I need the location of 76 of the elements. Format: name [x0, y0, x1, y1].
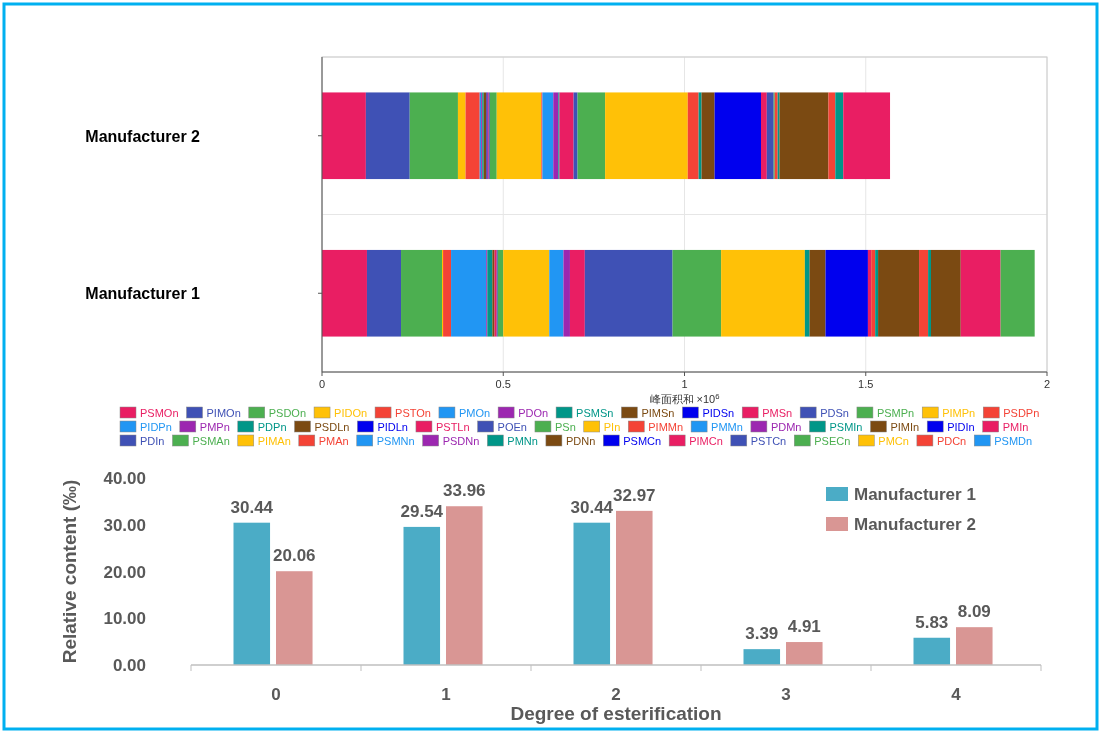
legend-label: PSMDn	[994, 435, 1033, 447]
legend-label: PDMn	[770, 421, 802, 433]
x-tick-label: 1.5	[858, 378, 874, 390]
x-tick-label: 4	[951, 685, 962, 704]
data-label: 4.91	[787, 617, 821, 637]
legend-label: PSMOn	[140, 407, 179, 419]
legend-label: PIDSn	[702, 407, 735, 419]
x-tick-label: 2	[1043, 378, 1051, 390]
legend-label: PIMCn	[689, 435, 723, 447]
legend-label: PSMSn	[576, 407, 614, 419]
legend-label: Manufacturer 1	[854, 485, 976, 504]
legend-label: PSDLn	[314, 421, 350, 433]
data-label: 30.44	[230, 497, 274, 517]
y-tick-label: 20.00	[103, 562, 146, 582]
legend-label: PDIn	[140, 435, 165, 447]
legend-label: PIMSn	[641, 407, 675, 419]
legend-label: PSECn	[814, 435, 851, 447]
x-tick-label: 0	[271, 685, 281, 704]
x-axis-title: 峰面积和 ×10$^{6}$	[649, 391, 720, 405]
legend-label: PSn	[554, 421, 576, 433]
legend-label: PIDPn	[140, 421, 172, 433]
legend-label: PMMn	[711, 421, 743, 433]
x-axis-title: Degree of esterification	[510, 703, 722, 724]
legend-label: PSDPn	[1003, 407, 1040, 419]
legend-label: PMIn	[1002, 421, 1029, 433]
legend-label: PMNn	[507, 435, 538, 447]
data-label: 33.96	[443, 481, 486, 501]
legend-label: PIDIn	[947, 421, 975, 433]
data-label: 20.06	[273, 546, 316, 566]
data-label: 32.97	[613, 485, 656, 505]
legend-label: PSDOn	[268, 407, 307, 419]
x-tick-label: 0.5	[495, 378, 511, 390]
y-tick-label: 0.00	[112, 656, 146, 675]
legend-label: PIMIn	[890, 421, 920, 433]
legend-label: PSMAn	[192, 435, 230, 447]
legend-label: PSDNn	[442, 435, 480, 447]
legend-label: PIn	[603, 421, 621, 433]
legend-label: PSTOn	[395, 407, 431, 419]
legend-label: PIMMn	[648, 421, 684, 433]
legend-label: PDPn	[257, 421, 287, 433]
legend-label: POEn	[497, 421, 527, 433]
legend-label: PMSn	[762, 407, 793, 419]
data-label: 30.44	[570, 497, 614, 517]
data-label: 3.39	[745, 624, 779, 644]
legend-label: PMAn	[318, 435, 349, 447]
legend-label: PDCn	[936, 435, 967, 447]
legend-label: PSMIn	[829, 421, 863, 433]
y-tick-label: 10.00	[103, 609, 146, 629]
legend-label: PMOn	[458, 407, 491, 419]
legend-label: PIMOn	[206, 407, 241, 419]
x-tick-label: 2	[611, 685, 621, 704]
legend-label: PIDLn	[377, 421, 408, 433]
legend-label: PMCn	[878, 435, 909, 447]
legend-label: PSTLn	[435, 421, 470, 433]
x-tick-label: 3	[781, 685, 791, 704]
y-tick-label: 40.00	[103, 469, 146, 488]
legend-label: PDSn	[820, 407, 849, 419]
legend-label: PSMPn	[876, 407, 915, 419]
legend-label: PIMAn	[257, 435, 291, 447]
y-axis-title: Relative content (‰)	[59, 479, 80, 664]
x-tick-label: 1	[441, 685, 451, 704]
data-label: 29.54	[400, 501, 444, 521]
legend-label: PSMNn	[376, 435, 415, 447]
legend-label: PDNn	[565, 435, 596, 447]
legend-label: PDOn	[518, 407, 549, 419]
data-label: 5.83	[915, 612, 949, 632]
legend-label: PMPn	[199, 421, 230, 433]
y-tick-label: 30.00	[103, 515, 146, 535]
x-tick-label: 1	[681, 378, 688, 390]
legend-label: PIMPn	[942, 407, 976, 419]
legend-label: PSMCn	[623, 435, 662, 447]
data-label: 8.09	[957, 602, 991, 622]
x-tick-label: 0	[318, 378, 326, 390]
legend-label: Manufacturer 2	[854, 515, 976, 534]
legend-label: PIDOn	[334, 407, 368, 419]
legend-label: PSTCn	[750, 435, 787, 447]
